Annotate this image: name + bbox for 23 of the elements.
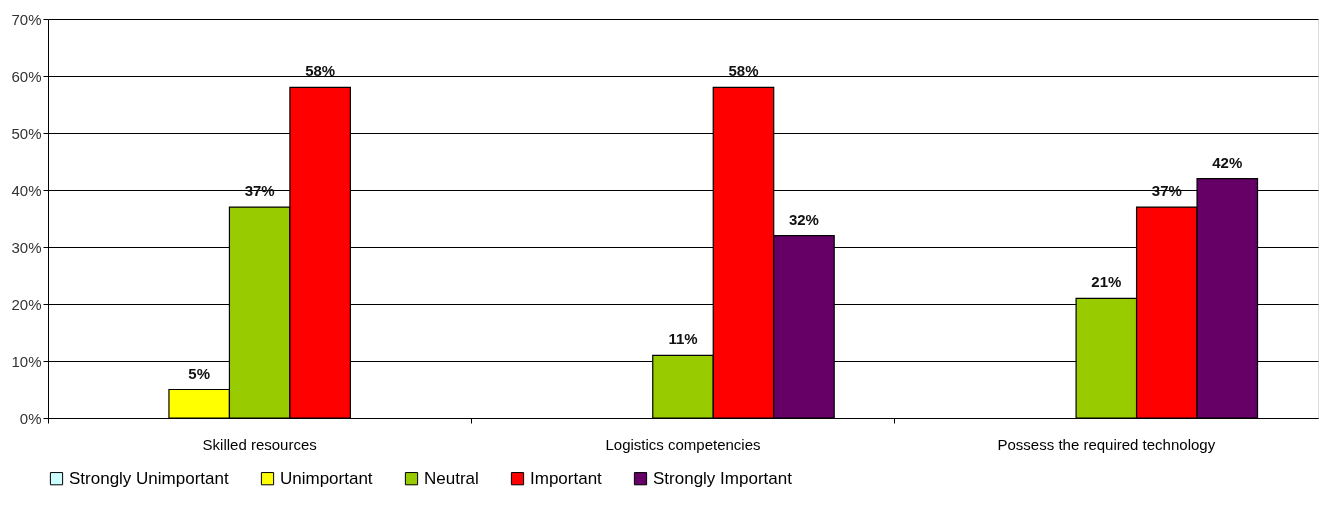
y-tick-label: 10% [11, 352, 42, 370]
x-tick-label: Logistics competencies [605, 435, 761, 453]
data-label: 21% [1091, 273, 1122, 291]
y-tick-label: 0% [19, 409, 42, 427]
legend-label: Strongly Important [653, 468, 793, 488]
data-label: 11% [668, 330, 698, 348]
data-label: 5% [188, 364, 211, 382]
x-tick-label: Skilled resources [202, 435, 317, 453]
data-label: 58% [728, 62, 759, 80]
y-tick-label: 60% [11, 67, 42, 85]
legend-label: Strongly Unimportant [69, 468, 229, 488]
legend-label: Important [530, 468, 603, 488]
y-tick-label: 70% [11, 10, 42, 28]
legend-label: Unimportant [280, 468, 373, 488]
y-tick-label: 30% [11, 238, 42, 256]
data-label: 32% [788, 210, 819, 228]
x-tick-label: Possess the required technology [997, 435, 1216, 453]
data-label: 58% [305, 62, 336, 80]
y-tick-label: 50% [11, 124, 42, 142]
data-label: 42% [1212, 153, 1243, 171]
y-tick-label: 20% [11, 295, 42, 313]
y-tick-label: 40% [11, 181, 42, 199]
legend-label: Neutral [424, 468, 479, 488]
